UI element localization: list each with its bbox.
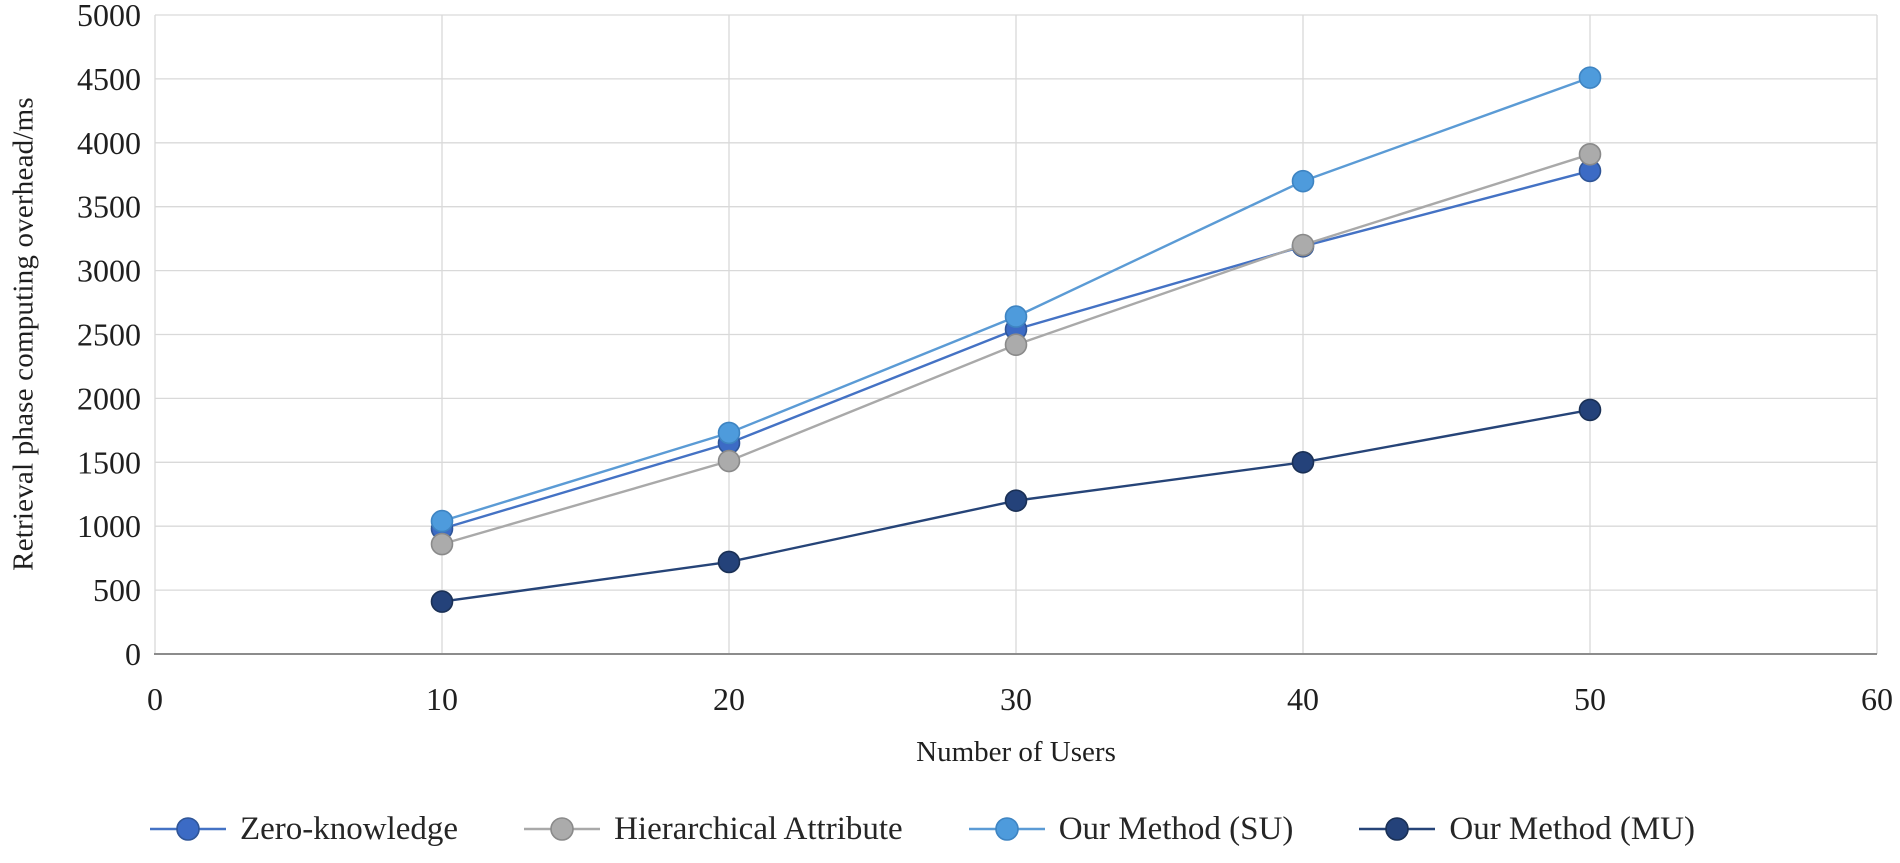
series-our-method-su-marker-40	[1291, 169, 1315, 193]
x-tick-label: 30	[1000, 681, 1032, 717]
series-our-method-su-marker-10	[430, 509, 454, 533]
legend-label: Our Method (MU)	[1449, 810, 1695, 847]
legend-label: Hierarchical Attribute	[614, 810, 903, 847]
legend-marker-icon	[524, 817, 601, 841]
y-tick-label: 1500	[77, 444, 141, 480]
y-tick-label: 2000	[77, 380, 141, 416]
legend: Zero-knowledge Hierarchical Attribute Our …	[150, 806, 1850, 852]
legend-item-our-method-mu: Our Method (MU)	[1359, 811, 1695, 848]
y-tick-label: 500	[93, 572, 141, 608]
legend-label: Zero-knowledge	[240, 810, 459, 847]
legend-item-our-method-su: Our Method (SU)	[968, 810, 1294, 848]
y-tick-label: 5000	[77, 0, 141, 33]
series-hierarchical-attribute	[430, 143, 1602, 556]
series-hierarchical-attribute-marker-50	[1578, 143, 1602, 166]
plot-area: 0500100015002000250030003500400045005000…	[77, 0, 1893, 717]
series-our-method-mu	[430, 398, 1602, 613]
legend-marker-icon	[968, 817, 1045, 841]
x-tick-label: 10	[426, 681, 458, 717]
x-tick-label: 20	[713, 681, 745, 717]
y-tick-label: 4000	[77, 125, 141, 161]
series-hierarchical-attribute-marker-30	[1004, 333, 1028, 357]
x-tick-label: 50	[1574, 681, 1606, 717]
series-our-method-mu-marker-30	[1004, 489, 1028, 512]
series-our-method-su-marker-20	[717, 421, 741, 445]
legend-marker-icon	[1359, 817, 1436, 841]
legend-marker-icon	[150, 817, 226, 841]
y-tick-label: 0	[125, 636, 141, 672]
x-tick-label: 60	[1861, 681, 1893, 717]
series-our-method-su-marker-30	[1004, 305, 1028, 328]
legend-item-zero-knowledge: Zero-knowledge	[150, 811, 458, 848]
series-our-method-mu-marker-20	[717, 550, 741, 574]
y-tick-label: 3000	[77, 253, 141, 289]
y-tick-label: 3500	[77, 189, 141, 225]
x-axis-title: Number of Users	[916, 736, 1116, 768]
legend-label: Our Method (SU)	[1058, 810, 1294, 847]
series-hierarchical-attribute-marker-20	[717, 449, 741, 473]
series-hierarchical-attribute-marker-40	[1291, 233, 1315, 257]
series-our-method-mu-marker-40	[1291, 450, 1315, 474]
series-our-method-mu-marker-50	[1578, 398, 1602, 422]
y-tick-labels: 0 500 1000 1500 2000 2500 3000 3500 4000 4500 5000	[77, 0, 141, 672]
legend-item-hierarchical-attribute: Hierarchical Attribute	[524, 811, 903, 848]
series-our-method-su	[430, 66, 1602, 533]
y-tick-label: 2500	[77, 317, 141, 353]
series-our-method-su-marker-50	[1578, 66, 1602, 89]
x-tick-label: 0	[147, 681, 163, 717]
y-tick-label: 1000	[77, 508, 141, 544]
y-tick-label: 4500	[77, 61, 141, 97]
series-our-method-mu-marker-10	[430, 590, 454, 613]
series-hierarchical-attribute-marker-10	[430, 532, 454, 556]
x-tick-labels: 0 10 20 30 40 50 60	[147, 681, 1893, 717]
x-tick-label: 40	[1287, 681, 1319, 717]
